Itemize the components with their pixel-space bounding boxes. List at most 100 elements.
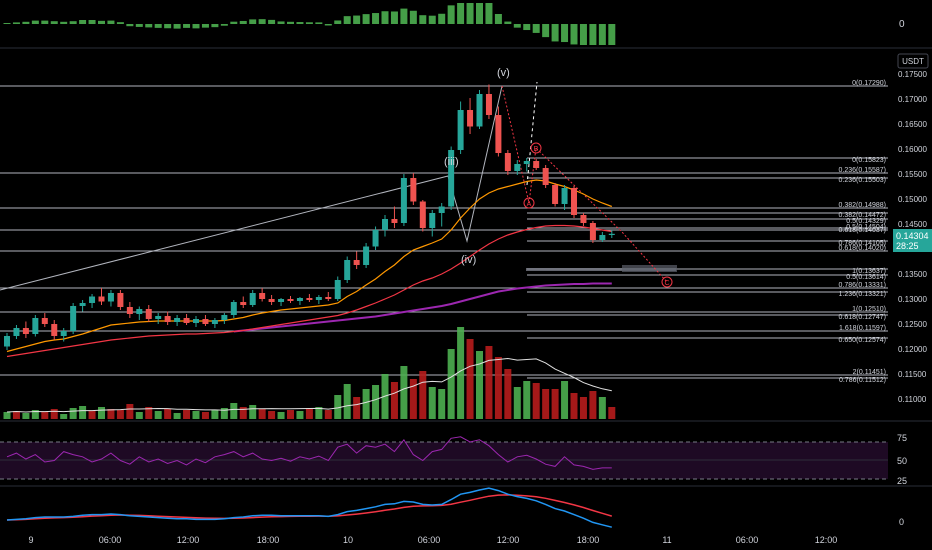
price-tick-label: 0.13500 [898, 270, 927, 279]
histogram-bar [60, 21, 68, 24]
volume-bar [419, 371, 427, 419]
volume-bar [164, 409, 172, 419]
rsi-level-75: 75 [897, 433, 907, 443]
histogram-bar [239, 20, 247, 24]
candle [580, 213, 587, 226]
candle-body [410, 178, 417, 202]
candle [117, 290, 124, 310]
volume-bar [390, 382, 398, 419]
volume-bar [400, 366, 408, 419]
projection-dashed-line [526, 81, 538, 186]
histogram-bar [145, 24, 153, 28]
price-pane[interactable]: 0(0.17290) 0.236(0.15587) 0.382(0.14988) 0.… [0, 67, 888, 419]
histogram-bar [230, 21, 238, 24]
currency-button[interactable]: USDT [897, 53, 929, 69]
fib-level-label: 1.236(0.13321) [839, 291, 886, 298]
candle [344, 256, 351, 283]
moving-averages [6, 179, 613, 358]
wave-label-iv[interactable]: (iv) [461, 254, 476, 266]
wave-label-v[interactable]: (v) [497, 67, 510, 79]
candle [467, 98, 474, 134]
histogram-bar [400, 8, 408, 24]
fib-retracement-large[interactable]: 0(0.17290) 0.236(0.15587) 0.382(0.14988) 0.… [0, 80, 888, 376]
top-histogram [3, 3, 616, 45]
time-axis-label: 10 [343, 535, 353, 545]
histogram-bar [3, 23, 11, 24]
candle [268, 295, 275, 305]
projection-zone[interactable] [526, 268, 676, 271]
histogram-bar [268, 19, 276, 24]
histogram-bar [79, 20, 87, 24]
candle-body [485, 94, 492, 115]
candle-body [571, 188, 577, 215]
volume-bar [466, 339, 474, 419]
fib-level-label: 0.650(0.12574) [839, 337, 886, 344]
histogram-bar [287, 21, 294, 24]
histogram-bar [116, 22, 124, 24]
candle [202, 315, 209, 326]
fib-retracement-small[interactable]: 0(0.15823)0.236(0.15503)0.382(0.14472)0.… [527, 157, 888, 384]
wave-label-c[interactable]: C [661, 276, 673, 288]
candle-countdown: 28:25 [896, 241, 919, 251]
wave-label-b[interactable]: B [530, 142, 542, 154]
fib-level-label: 0.786(0.13331) [839, 282, 886, 289]
price-axis[interactable]: 0.17500 0.17000 0.16500 0.16000 0.15500 0.150… [893, 53, 932, 404]
candle-body [79, 303, 86, 306]
volume-bar [107, 409, 115, 419]
svg-text:C: C [664, 280, 669, 287]
histogram-bar [542, 24, 550, 38]
volume-bar [485, 346, 493, 419]
time-axis[interactable]: 9 06:00 12:00 18:00 10 06:00 12:00 18:00 11 06:00… [28, 535, 837, 545]
candle-body [476, 94, 483, 127]
candle [249, 290, 256, 307]
candle-body [60, 331, 67, 336]
histogram-bar [457, 3, 465, 24]
histogram-bar [305, 22, 313, 24]
macd-line [6, 487, 612, 528]
candle [70, 303, 77, 334]
histogram-bar [315, 22, 323, 24]
volume-bar [523, 381, 531, 419]
candle-body [259, 293, 266, 299]
volume-bar [372, 385, 380, 419]
candle-body [155, 316, 162, 319]
svg-text:A: A [527, 201, 532, 208]
fib-level-label: 0.5(0.13614) [846, 274, 886, 281]
volume-bar [542, 389, 550, 419]
histogram-bar [438, 13, 446, 24]
candle-body [363, 246, 370, 265]
price-tick-label: 0.16500 [898, 120, 927, 129]
volume-bar [31, 410, 39, 419]
top-indicator-pane: 0 [3, 3, 905, 45]
histogram-bar [154, 24, 162, 28]
histogram-bar [98, 20, 105, 24]
wave-label-iii[interactable]: (iii) [444, 156, 459, 168]
elliott-wave-labels[interactable]: (iii) (iv) (v) B A C [444, 67, 673, 288]
wave-label-a[interactable]: A [523, 197, 535, 209]
histogram-bar [22, 21, 30, 24]
target-box[interactable] [622, 265, 677, 272]
candle [155, 313, 162, 324]
volume-bar [249, 405, 257, 419]
histogram-bar [296, 22, 304, 24]
time-axis-label: 12:00 [177, 535, 200, 545]
candle-body [296, 298, 303, 301]
candle [363, 243, 370, 268]
volume-bar [88, 411, 96, 419]
volume-bar [305, 409, 313, 419]
histogram-bar [372, 13, 380, 24]
candle-body [107, 293, 114, 302]
candle [391, 206, 398, 228]
histogram-bar [561, 24, 569, 43]
histogram-bar [579, 24, 587, 45]
candle [419, 200, 426, 232]
candle [457, 101, 464, 154]
macd-zero-label: 0 [899, 517, 904, 527]
histogram-bar [343, 16, 351, 24]
price-tick-label: 0.11000 [898, 395, 927, 404]
fib-level-label: 0.236(0.15587) [839, 167, 886, 174]
candle-body [608, 233, 615, 235]
candle-body [504, 153, 511, 171]
candle-body [136, 309, 143, 314]
